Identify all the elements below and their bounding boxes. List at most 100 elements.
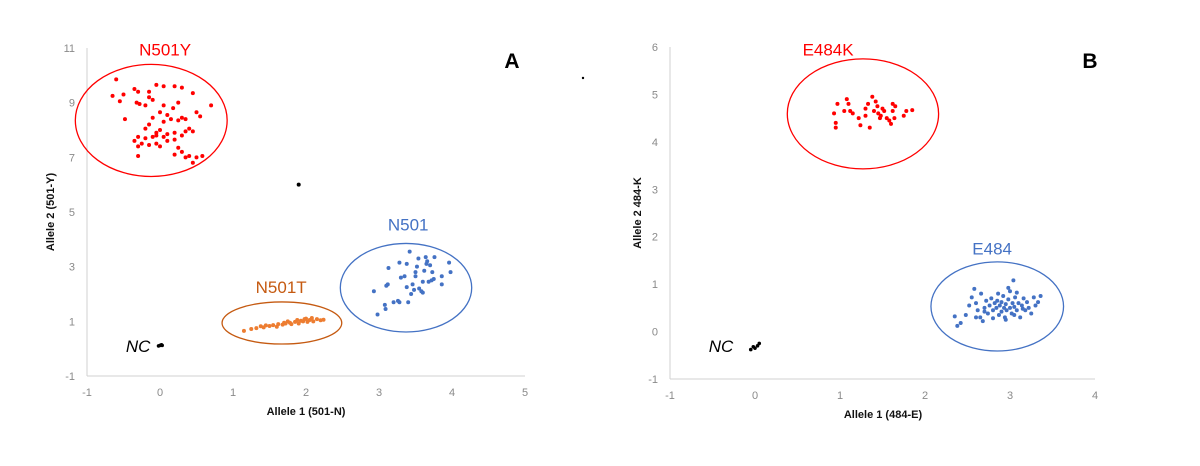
data-point — [321, 317, 326, 322]
data-point — [955, 323, 960, 328]
data-point — [136, 89, 141, 94]
data-point — [417, 286, 422, 291]
data-point — [999, 300, 1004, 305]
data-point — [132, 87, 137, 91]
data-point — [974, 301, 978, 306]
data-point — [289, 322, 294, 327]
data-point — [748, 347, 753, 352]
x-tick-label: 1 — [230, 387, 236, 399]
data-point — [404, 261, 409, 266]
y-tick-label: 7 — [69, 152, 75, 164]
data-point — [190, 91, 195, 96]
data-point — [751, 344, 756, 349]
cluster-ellipse — [930, 261, 1065, 352]
data-point — [844, 97, 849, 102]
data-point — [1003, 317, 1008, 322]
panel-a-scatter: A Allele 1 (501-N) Allele 2 (501-Y) -1 0 1… — [45, 40, 528, 418]
x-tick-label: 5 — [522, 387, 528, 399]
data-point — [863, 106, 868, 111]
data-point — [423, 255, 428, 260]
data-point — [190, 160, 195, 165]
cluster-ellipse — [786, 58, 940, 170]
cluster-label: NC — [126, 337, 151, 356]
data-point — [302, 317, 307, 322]
data-point — [1036, 300, 1041, 305]
data-point — [154, 82, 159, 87]
y-tick-label: 4 — [652, 137, 658, 149]
data-point — [992, 301, 997, 306]
data-point — [848, 109, 853, 114]
x-tick-label: 3 — [376, 387, 382, 399]
data-point — [1002, 305, 1007, 310]
data-point — [179, 85, 184, 90]
x-tick-label: 4 — [1092, 390, 1098, 402]
data-point — [407, 249, 412, 254]
cluster-label: N501Y — [139, 40, 191, 59]
data-point — [1020, 306, 1025, 311]
series-stray — [296, 182, 301, 187]
data-point — [158, 144, 162, 149]
data-point — [1012, 312, 1017, 317]
data-point — [882, 109, 887, 114]
data-point — [136, 153, 141, 158]
data-point — [402, 274, 407, 279]
data-point — [117, 99, 122, 104]
data-point — [200, 153, 205, 158]
y-tick-label: 1 — [69, 316, 75, 328]
data-point — [997, 303, 1002, 308]
panel-b-scatter: B Allele 1 (484-E) Allele 2 484-K -1 0 1 2 3… — [632, 40, 1098, 421]
data-point — [996, 291, 1001, 296]
data-point — [878, 113, 883, 118]
data-point — [136, 144, 141, 149]
cluster-label: NC — [709, 337, 734, 356]
data-point — [147, 122, 152, 127]
cluster-label: E484K — [803, 40, 855, 59]
data-point — [952, 314, 957, 319]
data-point — [122, 117, 127, 122]
series-n501t: N501T — [221, 278, 343, 345]
data-point — [168, 117, 173, 122]
y-tick-label: 3 — [69, 262, 75, 274]
panel-label-b: B — [1082, 50, 1097, 73]
data-point — [866, 101, 871, 106]
data-point — [165, 138, 170, 143]
data-point — [999, 309, 1004, 314]
cluster-label: N501T — [256, 278, 307, 297]
data-point — [984, 298, 989, 303]
data-point — [870, 94, 875, 99]
data-point — [165, 112, 170, 117]
data-point — [385, 282, 390, 287]
data-point — [833, 125, 838, 130]
data-point — [161, 119, 166, 124]
data-point — [1011, 278, 1016, 283]
data-point — [409, 292, 414, 296]
data-point — [995, 298, 1000, 303]
data-point — [975, 308, 980, 313]
data-point — [110, 93, 115, 98]
data-point — [425, 259, 430, 264]
data-point — [183, 155, 188, 160]
data-point — [1016, 301, 1021, 306]
y-tick-label: 5 — [652, 89, 658, 101]
panel-label-a: A — [504, 50, 519, 73]
data-point — [890, 109, 895, 114]
data-point — [391, 300, 396, 305]
data-point — [161, 134, 166, 139]
data-point — [850, 111, 855, 116]
data-point — [147, 143, 152, 148]
data-point — [311, 319, 316, 324]
y-tick-label: 3 — [652, 184, 658, 196]
y-axis-label-a: Allele 2 (501-Y) — [45, 173, 57, 252]
data-point — [420, 279, 425, 284]
data-point — [276, 322, 281, 327]
data-point — [271, 323, 276, 328]
data-point — [241, 328, 246, 333]
data-point — [156, 344, 161, 348]
data-point — [397, 300, 402, 305]
data-point — [858, 123, 863, 128]
data-point — [989, 296, 994, 301]
y-tick-label: 5 — [69, 207, 75, 219]
data-point — [889, 121, 893, 126]
data-point — [172, 137, 177, 142]
data-point — [893, 104, 898, 109]
